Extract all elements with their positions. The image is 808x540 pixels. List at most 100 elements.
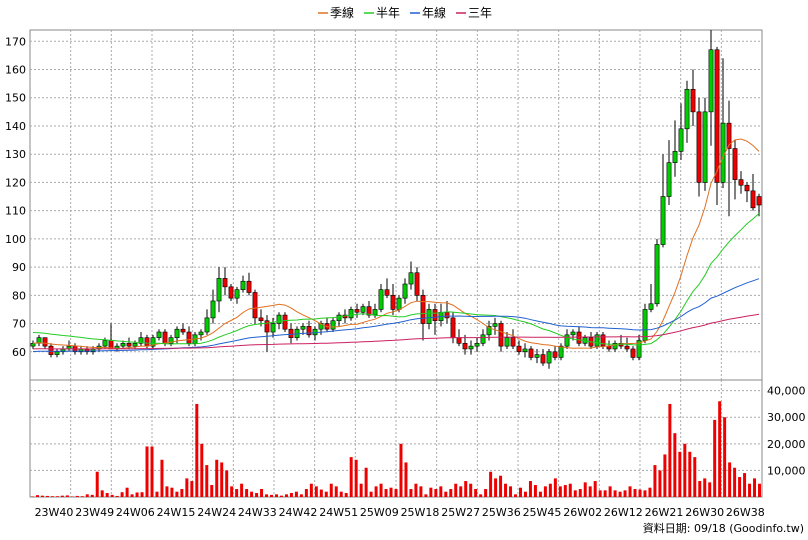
candle-body bbox=[276, 314, 282, 324]
candle-body bbox=[240, 280, 246, 290]
candle-body bbox=[126, 343, 132, 347]
volume-bar bbox=[309, 483, 313, 497]
candle-body bbox=[210, 300, 216, 319]
volume-bar bbox=[115, 495, 119, 497]
candle-body bbox=[630, 348, 636, 358]
candle-body bbox=[396, 297, 402, 310]
volume-bar bbox=[673, 433, 677, 497]
candle-body bbox=[564, 334, 570, 347]
candle-body bbox=[546, 351, 552, 364]
price-tick-label: 120 bbox=[5, 176, 26, 189]
candle-body bbox=[420, 295, 426, 324]
candle-body bbox=[282, 314, 288, 330]
volume-bar bbox=[344, 493, 348, 497]
ma-line bbox=[32, 278, 760, 353]
candle-body bbox=[144, 337, 150, 347]
candle-body bbox=[684, 88, 690, 130]
candle-body bbox=[426, 309, 432, 324]
volume-bar bbox=[658, 470, 662, 497]
candle-body bbox=[366, 306, 372, 316]
volume-bar bbox=[628, 486, 632, 497]
volume-bar bbox=[523, 491, 527, 497]
candle-body bbox=[672, 151, 678, 163]
volume-bar bbox=[573, 490, 577, 497]
volume-bar bbox=[80, 496, 84, 497]
candle-body bbox=[486, 326, 492, 336]
volume-tick-label: 10,000 bbox=[767, 464, 806, 477]
candle-body bbox=[54, 351, 60, 355]
volume-bar bbox=[389, 487, 393, 497]
volume-bar bbox=[225, 470, 229, 497]
volume-bar bbox=[384, 489, 388, 497]
volume-bar bbox=[354, 459, 358, 497]
volume-bar bbox=[494, 478, 498, 497]
candle-body bbox=[552, 351, 558, 358]
volume-bar bbox=[758, 483, 762, 497]
volume-bar bbox=[70, 496, 74, 497]
volume-bar bbox=[379, 483, 383, 497]
volume-bar bbox=[489, 471, 493, 497]
x-tick-label: 26W30 bbox=[685, 506, 724, 519]
candle-body bbox=[30, 343, 36, 347]
x-tick-label: 26W38 bbox=[726, 506, 765, 519]
candle-body bbox=[306, 326, 312, 336]
volume-bar bbox=[748, 483, 752, 497]
volume-bar bbox=[195, 403, 199, 497]
x-tick-label: 24W06 bbox=[116, 506, 155, 519]
volume-bar bbox=[170, 487, 174, 497]
volume-bar bbox=[399, 443, 403, 497]
volume-bar bbox=[504, 483, 508, 497]
volume-bar bbox=[509, 486, 513, 497]
volume-bar bbox=[593, 481, 597, 497]
ma-line bbox=[32, 313, 760, 350]
candle-body bbox=[462, 343, 468, 350]
volume-bar bbox=[733, 467, 737, 497]
candle-body bbox=[180, 328, 186, 333]
candle-body bbox=[432, 309, 438, 322]
volume-bar bbox=[648, 487, 652, 497]
candle-body bbox=[498, 323, 504, 347]
x-tick-label: 24W42 bbox=[279, 506, 318, 519]
price-tick-label: 110 bbox=[5, 205, 26, 218]
volume-bar bbox=[464, 481, 468, 497]
volume-bar bbox=[533, 485, 537, 497]
candle-body bbox=[516, 345, 522, 353]
volume-bar bbox=[678, 451, 682, 497]
volume-bar bbox=[419, 486, 423, 497]
volume-bar bbox=[723, 417, 727, 497]
x-tick-label: 25W09 bbox=[360, 506, 399, 519]
ma-line bbox=[32, 213, 760, 346]
candle-body bbox=[312, 328, 318, 336]
volume-bar bbox=[643, 490, 647, 497]
volume-bar bbox=[235, 489, 239, 497]
candle-body bbox=[714, 49, 720, 183]
volume-bar bbox=[185, 478, 189, 497]
volume-bar bbox=[688, 451, 692, 497]
candle-body bbox=[408, 272, 414, 285]
price-tick-label: 130 bbox=[5, 148, 26, 161]
candle-body bbox=[492, 323, 498, 327]
candle-body bbox=[288, 328, 294, 338]
candle-body bbox=[348, 309, 354, 319]
volume-bar bbox=[633, 489, 637, 497]
volume-bar bbox=[414, 483, 418, 497]
x-tick-label: 24W24 bbox=[197, 506, 236, 519]
volume-bar bbox=[429, 487, 433, 497]
volume-bar bbox=[583, 482, 587, 497]
price-tick-label: 160 bbox=[5, 64, 26, 77]
candle-body bbox=[732, 148, 738, 180]
volume-bar bbox=[165, 486, 169, 497]
x-tick-label: 25W36 bbox=[482, 506, 521, 519]
candle-body bbox=[474, 343, 480, 347]
volume-bar bbox=[568, 483, 572, 497]
candle-body bbox=[744, 184, 750, 192]
volume-bar bbox=[255, 493, 259, 497]
volume-bar bbox=[618, 491, 622, 497]
candle-body bbox=[660, 196, 666, 245]
candle-body bbox=[216, 278, 222, 302]
candle-body bbox=[270, 323, 276, 333]
volume-bar bbox=[598, 490, 602, 497]
candle-body bbox=[156, 331, 162, 338]
x-tick-label: 25W27 bbox=[441, 506, 480, 519]
volume-bar bbox=[95, 471, 99, 497]
